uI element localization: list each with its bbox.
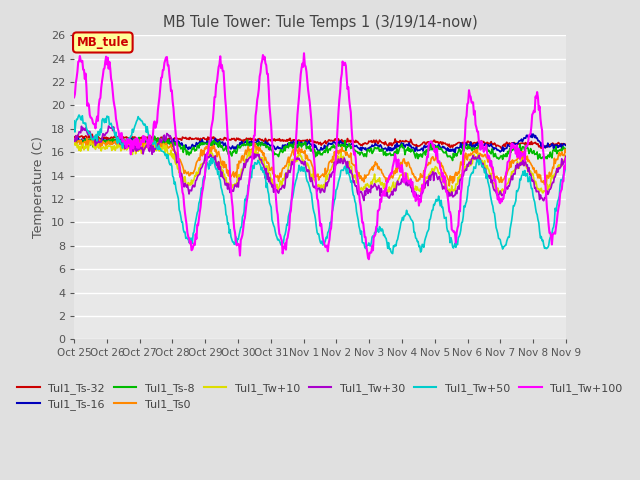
Title: MB Tule Tower: Tule Temps 1 (3/19/14-now): MB Tule Tower: Tule Temps 1 (3/19/14-now…	[163, 15, 477, 30]
Tul1_Tw+100	[196, 204, 204, 210]
Tul1_Tw+30	[562, 154, 570, 159]
Line: Tul1_Tw+30: Tul1_Tw+30	[74, 126, 566, 201]
Tul1_Ts-8	[562, 147, 570, 153]
Tul1_Tw+100	[70, 95, 78, 100]
Tul1_Ts0	[399, 156, 407, 162]
Line: Tul1_Ts-16: Tul1_Ts-16	[74, 134, 566, 153]
Line: Tul1_Tw+10: Tul1_Tw+10	[74, 142, 566, 195]
Tul1_Tw+30	[294, 155, 301, 161]
Tul1_Ts-32	[88, 132, 96, 137]
Tul1_Tw+50	[562, 166, 570, 171]
Tul1_Tw+10	[198, 161, 205, 167]
Tul1_Ts-16	[292, 141, 300, 147]
Tul1_Tw+30	[399, 175, 407, 181]
Line: Tul1_Ts0: Tul1_Ts0	[74, 138, 566, 186]
Tul1_Tw+100	[300, 50, 308, 56]
Tul1_Ts-8	[449, 157, 456, 163]
Tul1_Ts0	[83, 135, 91, 141]
Tul1_Ts-8	[361, 151, 369, 156]
Tul1_Tw+100	[361, 234, 369, 240]
Tul1_Ts-8	[158, 142, 166, 148]
Tul1_Ts0	[562, 149, 570, 155]
Tul1_Ts0	[158, 141, 166, 147]
Line: Tul1_Tw+100: Tul1_Tw+100	[74, 53, 566, 259]
Line: Tul1_Tw+50: Tul1_Tw+50	[74, 115, 566, 253]
Tul1_Ts-8	[198, 140, 205, 145]
Tul1_Tw+30	[442, 186, 449, 192]
Legend: Tul1_Ts-32, Tul1_Ts-16, Tul1_Ts-8, Tul1_Ts0, Tul1_Tw+10, Tul1_Tw+30, Tul1_Tw+50,: Tul1_Ts-32, Tul1_Ts-16, Tul1_Ts-8, Tul1_…	[13, 378, 627, 415]
Tul1_Tw+50	[389, 251, 397, 256]
Tul1_Ts-16	[562, 143, 570, 148]
Tul1_Ts-32	[399, 138, 407, 144]
Tul1_Ts-8	[294, 142, 301, 148]
Tul1_Tw+10	[158, 145, 166, 151]
Tul1_Tw+50	[361, 244, 369, 250]
Tul1_Tw+10	[442, 186, 449, 192]
Tul1_Tw+100	[562, 156, 570, 161]
Tul1_Ts-16	[360, 145, 368, 151]
Line: Tul1_Ts-8: Tul1_Ts-8	[74, 136, 566, 160]
Tul1_Ts-16	[399, 143, 406, 149]
Tul1_Tw+100	[292, 127, 300, 133]
Tul1_Ts-16	[440, 144, 448, 150]
Tul1_Ts0	[198, 147, 205, 153]
Tul1_Ts-16	[157, 138, 165, 144]
Tul1_Ts-32	[158, 134, 166, 140]
Y-axis label: Temperature (C): Temperature (C)	[32, 136, 45, 238]
Tul1_Tw+10	[399, 175, 407, 181]
Text: MB_tule: MB_tule	[77, 36, 129, 49]
Tul1_Ts-8	[442, 150, 449, 156]
Tul1_Ts-16	[527, 131, 535, 137]
Tul1_Tw+50	[400, 213, 408, 219]
Tul1_Tw+10	[70, 142, 78, 148]
Tul1_Tw+100	[157, 75, 165, 81]
Tul1_Ts-8	[399, 144, 407, 150]
Tul1_Tw+50	[442, 215, 450, 220]
Tul1_Tw+10	[562, 153, 570, 158]
Tul1_Ts-16	[70, 137, 78, 143]
Tul1_Ts-32	[198, 137, 205, 143]
Tul1_Tw+10	[497, 192, 505, 198]
Tul1_Ts0	[442, 169, 449, 175]
Tul1_Ts-32	[70, 134, 78, 140]
Tul1_Tw+100	[442, 189, 450, 194]
Tul1_Tw+30	[158, 137, 166, 143]
Tul1_Tw+30	[198, 165, 205, 171]
Tul1_Ts-8	[70, 137, 78, 143]
Tul1_Ts0	[361, 172, 369, 178]
Tul1_Ts-32	[294, 140, 301, 145]
Tul1_Ts0	[70, 136, 78, 142]
Line: Tul1_Ts-32: Tul1_Ts-32	[74, 134, 566, 149]
Tul1_Ts-32	[498, 146, 506, 152]
Tul1_Tw+30	[361, 188, 369, 194]
Tul1_Ts-32	[562, 142, 570, 147]
Tul1_Ts-16	[451, 150, 459, 156]
Tul1_Ts-16	[196, 139, 204, 144]
Tul1_Tw+10	[361, 186, 369, 192]
Tul1_Ts-32	[442, 140, 449, 146]
Tul1_Tw+10	[294, 158, 301, 164]
Tul1_Tw+50	[70, 118, 78, 124]
Tul1_Tw+30	[70, 137, 78, 143]
Tul1_Tw+30	[540, 198, 548, 204]
Tul1_Tw+50	[76, 112, 83, 118]
Tul1_Ts0	[542, 183, 550, 189]
Tul1_Ts-32	[361, 140, 369, 146]
Tul1_Tw+50	[294, 171, 301, 177]
Tul1_Ts-8	[151, 133, 159, 139]
Tul1_Tw+10	[86, 139, 94, 144]
Tul1_Tw+30	[105, 123, 113, 129]
Tul1_Tw+50	[158, 148, 166, 154]
Tul1_Tw+100	[400, 180, 408, 185]
Tul1_Tw+50	[198, 185, 205, 191]
Tul1_Tw+100	[365, 256, 372, 262]
Tul1_Ts0	[294, 148, 301, 154]
